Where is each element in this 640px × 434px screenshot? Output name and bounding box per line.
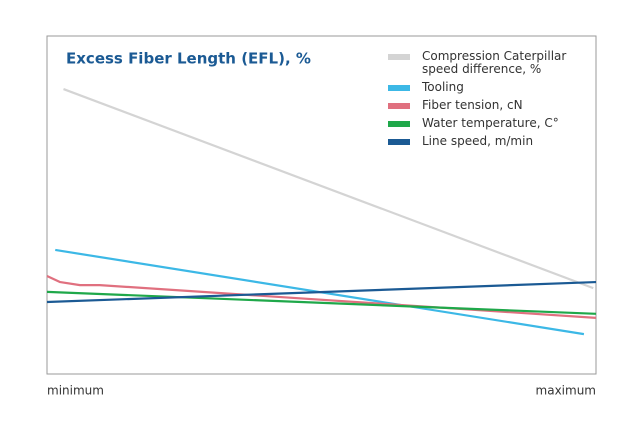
series-line xyxy=(63,88,594,290)
legend-item: Tooling xyxy=(388,81,588,94)
legend-swatch xyxy=(388,103,410,109)
plot-frame xyxy=(46,35,597,375)
legend-label: Line speed, m/min xyxy=(422,134,534,148)
x-tick-label: minimum xyxy=(47,384,104,398)
legend-item: Water temperature, C° xyxy=(388,117,588,130)
legend-swatch xyxy=(388,121,410,127)
x-tick-label: maximum xyxy=(536,384,596,398)
legend-label: Compression Caterpillar speed difference… xyxy=(422,49,567,76)
legend-label: Fiber tension, cN xyxy=(422,98,523,112)
legend-label: Water temperature, C° xyxy=(422,116,559,130)
legend: Compression Caterpillar speed difference… xyxy=(388,50,588,153)
chart-title: Excess Fiber Length (EFL), % xyxy=(66,50,311,68)
legend-swatch xyxy=(388,54,410,60)
series-line xyxy=(46,290,597,315)
series-line xyxy=(46,280,597,304)
legend-item: Compression Caterpillar speed difference… xyxy=(388,50,588,76)
legend-swatch xyxy=(388,85,410,91)
legend-label: Tooling xyxy=(422,80,464,94)
legend-item: Fiber tension, cN xyxy=(388,99,588,112)
legend-swatch xyxy=(388,139,410,145)
legend-item: Line speed, m/min xyxy=(388,135,588,148)
series-line xyxy=(46,274,597,319)
